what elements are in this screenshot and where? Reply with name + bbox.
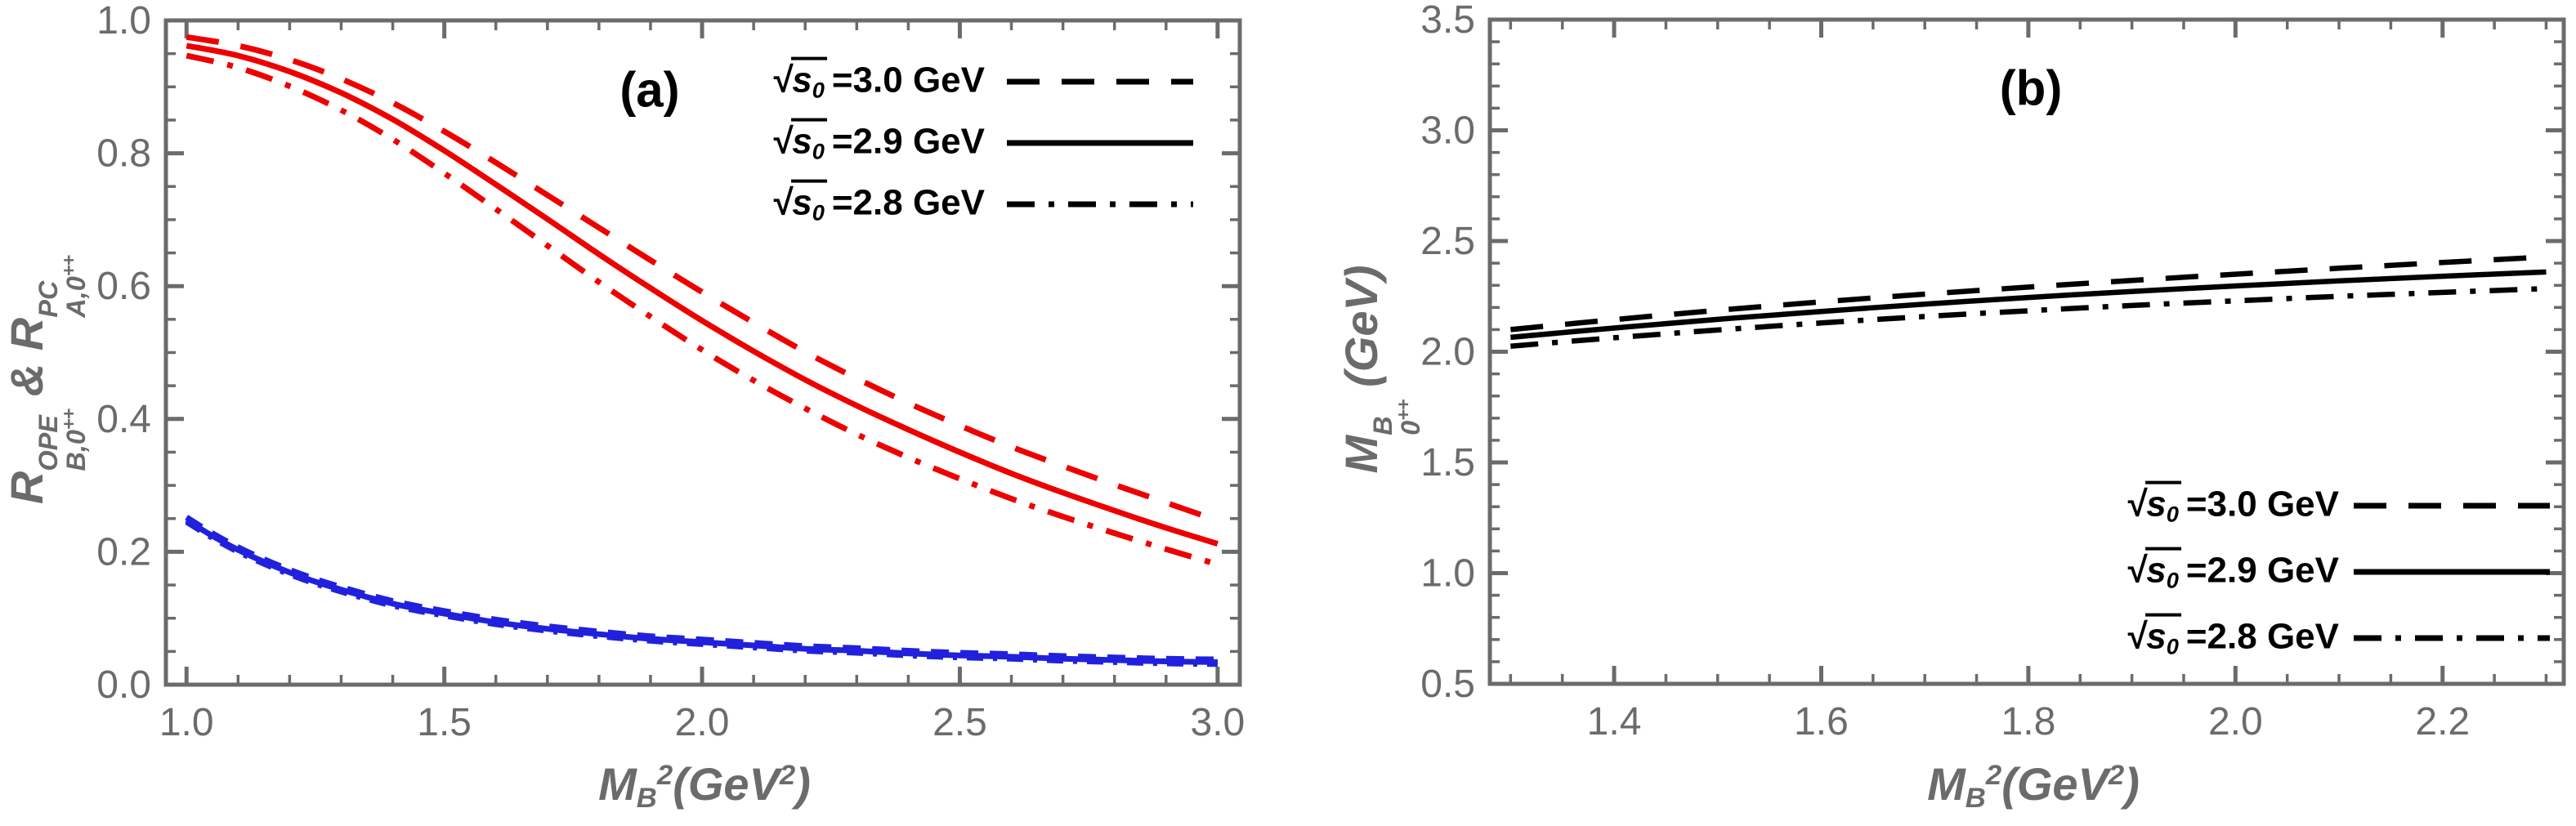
panel-label-b: (b) [1999, 60, 2063, 116]
legend-entry-label: √s0 =2.8 GeV [2126, 613, 2339, 660]
y-axis-label: R OPE B,0++ & R PC A,0++ [0, 255, 91, 505]
y-tick-label: 0.4 [96, 398, 151, 441]
y-tick-label: 0.8 [96, 132, 151, 176]
curve-m-sqrt-s0-2.9-gev [1510, 269, 2547, 341]
x-tick-label: 2.0 [675, 701, 730, 744]
x-tick-label: 1.6 [1794, 700, 1849, 743]
curve-r-ope-sqrt-s0-3.0-gev [186, 33, 1219, 524]
sqrt-icon: √ [771, 60, 792, 100]
x-axis-label: MB2(GeV2) [598, 758, 811, 814]
sqrt-icon: √ [2126, 616, 2146, 657]
curve-r-ope-sqrt-s0-2.8-gev [186, 52, 1219, 568]
sqrt-icon: √ [2126, 550, 2146, 591]
x-tick-label: 1.8 [2001, 700, 2056, 743]
plot-frame-(b) [1487, 17, 2566, 686]
x-tick-label: 2.2 [2415, 700, 2470, 743]
curve-r-pc-sqrt-s0-2.8-gev [185, 519, 1218, 667]
y-tick-label: 2.5 [1420, 220, 1475, 263]
sqrt-icon: √ [771, 182, 792, 223]
y-tick-label: 1.5 [1420, 441, 1475, 484]
x-tick-label: 2.5 [932, 701, 987, 744]
y-tick-label: 3.0 [1420, 109, 1475, 153]
x-tick-label: 2.0 [2208, 700, 2263, 743]
y-tick-label: 1.0 [1420, 552, 1475, 596]
x-tick-label: 1.4 [1587, 700, 1642, 743]
legend-entry-label: √s0 =2.8 GeV [771, 179, 985, 226]
legend-entry-label: √s0 =3.0 GeV [771, 56, 985, 104]
x-tick-label: 1.5 [417, 701, 472, 744]
y-tick-label: 3.5 [1420, 0, 1475, 42]
y-tick-label: 1.0 [96, 0, 151, 42]
legend-entry-label: √s0 =2.9 GeV [2126, 547, 2339, 594]
legend-entry-label: √s0 =3.0 GeV [2126, 480, 2339, 528]
y-tick-label: 0.6 [96, 265, 151, 308]
y-tick-label: 0.5 [1420, 663, 1475, 706]
sqrt-icon: √ [2126, 484, 2146, 525]
x-axis-label: MB2(GeV2) [1927, 758, 2140, 814]
x-tick-label: 1.0 [159, 701, 214, 744]
curve-m-sqrt-s0-3.0-gev [1510, 254, 2547, 333]
legend-entry-label: √s0 =2.9 GeV [771, 118, 985, 165]
y-axis-label: M B 0++ (GeV) [1335, 265, 1425, 474]
sqrt-icon: √ [771, 121, 792, 162]
y-tick-label: 0.2 [96, 530, 151, 574]
panel-label-a: (a) [619, 62, 680, 118]
y-tick-label: 0.0 [96, 663, 151, 707]
y-tick-label: 2.0 [1420, 331, 1475, 374]
x-tick-label: 3.0 [1191, 701, 1246, 744]
curve-m-sqrt-s0-2.8-gev [1510, 286, 2547, 349]
curve-r-ope-sqrt-s0-2.9-gev [186, 42, 1219, 547]
